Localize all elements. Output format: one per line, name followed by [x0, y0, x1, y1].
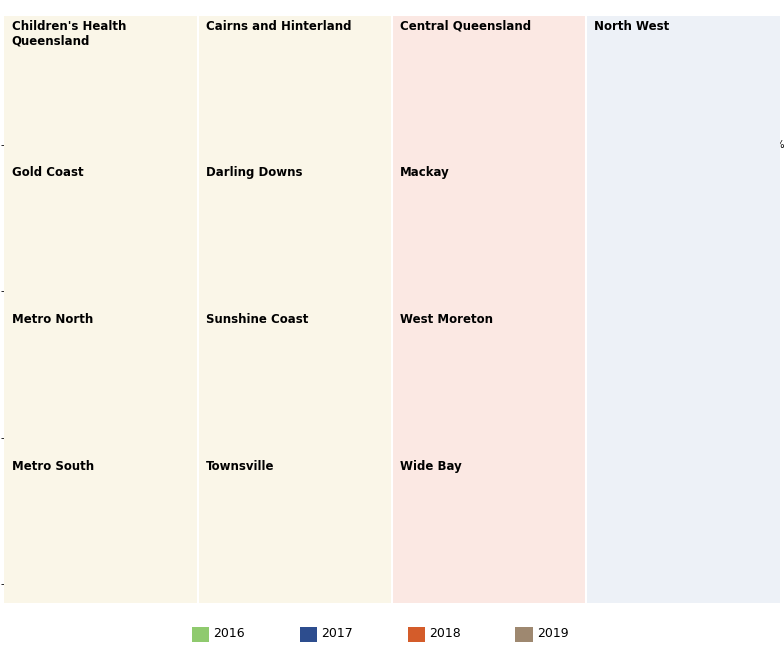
- Text: North West: North West: [594, 20, 669, 33]
- Bar: [419, 96, 461, 105]
- Bar: [220, 389, 267, 398]
- Bar: [437, 389, 461, 398]
- Text: 2016: 2016: [213, 627, 245, 641]
- Text: Sunshine Coast: Sunshine Coast: [205, 313, 308, 326]
- Bar: [267, 418, 291, 427]
- Text: Metro North: Metro North: [12, 313, 93, 326]
- Bar: [461, 418, 496, 427]
- Bar: [73, 111, 150, 119]
- Bar: [73, 229, 85, 237]
- Bar: [655, 111, 673, 119]
- Bar: [267, 272, 303, 280]
- Bar: [461, 125, 466, 134]
- Bar: [61, 418, 73, 427]
- Bar: [461, 522, 503, 530]
- Text: 2017: 2017: [321, 627, 353, 641]
- Bar: [220, 243, 267, 251]
- Bar: [73, 82, 78, 90]
- Bar: [73, 375, 91, 384]
- Bar: [655, 125, 702, 134]
- Text: Darling Downs: Darling Downs: [205, 167, 303, 179]
- Bar: [461, 258, 508, 266]
- Text: Metro South: Metro South: [12, 460, 94, 473]
- Bar: [461, 229, 503, 237]
- Bar: [461, 536, 503, 544]
- Bar: [267, 111, 291, 119]
- Text: Gold Coast: Gold Coast: [12, 167, 83, 179]
- Bar: [67, 404, 73, 413]
- Bar: [461, 111, 473, 119]
- Text: Central Queensland: Central Queensland: [400, 20, 531, 33]
- Text: 2019: 2019: [536, 627, 568, 641]
- Bar: [43, 96, 73, 105]
- Bar: [267, 375, 279, 384]
- Bar: [31, 536, 73, 544]
- Text: Children's Health
Queensland: Children's Health Queensland: [12, 20, 126, 47]
- Bar: [655, 96, 673, 105]
- Bar: [73, 125, 150, 134]
- Text: Mackay: Mackay: [400, 167, 449, 179]
- Bar: [461, 82, 473, 90]
- Bar: [267, 258, 308, 266]
- Bar: [237, 96, 267, 105]
- Bar: [267, 565, 285, 573]
- Text: West Moreton: West Moreton: [400, 313, 493, 326]
- Bar: [461, 404, 503, 413]
- Bar: [267, 536, 285, 544]
- Text: Wide Bay: Wide Bay: [400, 460, 462, 473]
- Bar: [67, 551, 73, 559]
- Bar: [267, 125, 279, 134]
- Text: 2018: 2018: [429, 627, 460, 641]
- Bar: [655, 82, 774, 90]
- Bar: [455, 551, 461, 559]
- Bar: [461, 375, 491, 384]
- Bar: [67, 258, 73, 266]
- Text: Cairns and Hinterland: Cairns and Hinterland: [205, 20, 351, 33]
- Bar: [267, 404, 291, 413]
- Text: Townsville: Townsville: [205, 460, 274, 473]
